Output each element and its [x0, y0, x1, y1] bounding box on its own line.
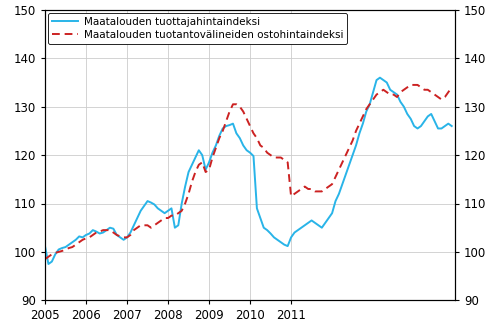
Maatalouden tuotantovälineiden ostohintaindeksi	[322, 187, 328, 191]
Maatalouden tuottajahintaindeksi	[131, 223, 137, 227]
Line: Maatalouden tuottajahintaindeksi: Maatalouden tuottajahintaindeksi	[45, 78, 452, 264]
Line: Maatalouden tuotantovälineiden ostohintaindeksi: Maatalouden tuotantovälineiden ostohinta…	[45, 85, 452, 259]
Maatalouden tuottajahintaindeksi	[155, 206, 161, 210]
Maatalouden tuotantovälineiden ostohintaindeksi	[42, 257, 48, 261]
Maatalouden tuottajahintaindeksi	[377, 76, 383, 80]
Legend: Maatalouden tuottajahintaindeksi, Maatalouden tuotantovälineiden ostohintaindeks: Maatalouden tuottajahintaindeksi, Maatal…	[48, 13, 347, 45]
Maatalouden tuottajahintaindeksi	[46, 262, 52, 266]
Maatalouden tuottajahintaindeksi	[271, 235, 277, 239]
Maatalouden tuotantovälineiden ostohintaindeksi	[128, 233, 134, 237]
Maatalouden tuotantovälineiden ostohintaindeksi	[268, 153, 274, 157]
Maatalouden tuotantovälineiden ostohintaindeksi	[448, 85, 454, 89]
Maatalouden tuotantovälineiden ostohintaindeksi	[408, 83, 414, 87]
Maatalouden tuottajahintaindeksi	[326, 216, 332, 220]
Maatalouden tuottajahintaindeksi	[448, 124, 454, 128]
Maatalouden tuottajahintaindeksi	[42, 244, 48, 248]
Maatalouden tuotantovälineiden ostohintaindeksi	[438, 97, 444, 101]
Maatalouden tuottajahintaindeksi	[366, 102, 372, 106]
Maatalouden tuotantovälineiden ostohintaindeksi	[152, 223, 158, 227]
Maatalouden tuottajahintaindeksi	[442, 124, 448, 128]
Maatalouden tuotantovälineiden ostohintaindeksi	[364, 107, 370, 111]
